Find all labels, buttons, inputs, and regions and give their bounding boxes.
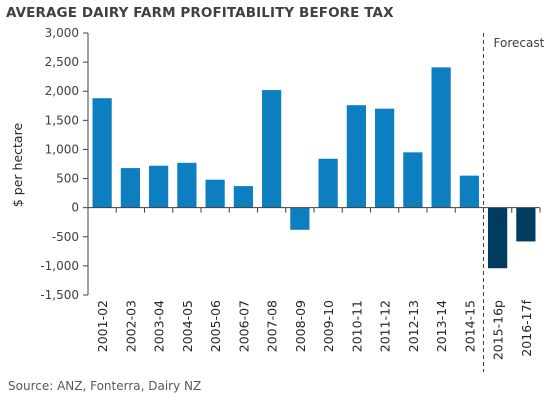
bar-2003-04 bbox=[149, 165, 169, 208]
x-tick-label: 2007-08 bbox=[265, 300, 280, 352]
x-tick-label: 2012-13 bbox=[406, 300, 421, 352]
x-axis: 2001-02 2002-03 2003-04 2004-05 2005-06 2006-… bbox=[87, 207, 541, 360]
bar-2011-12 bbox=[375, 108, 395, 208]
bar-2014-15 bbox=[459, 175, 479, 208]
x-tick-label: 2009-10 bbox=[321, 300, 336, 352]
source-note: Source: ANZ, Fonterra, Dairy NZ bbox=[8, 379, 202, 393]
x-tick-label: 2014-15 bbox=[462, 300, 477, 352]
bar-2006-07 bbox=[233, 186, 253, 208]
bar-2002-03 bbox=[120, 168, 140, 208]
y-axis-label: $ per hectare bbox=[10, 123, 25, 208]
bar-2004-05 bbox=[177, 162, 197, 208]
bar-2005-06 bbox=[205, 179, 225, 208]
x-tick-label: 2008-09 bbox=[293, 300, 308, 352]
y-tick-label: -1,500 bbox=[40, 288, 79, 302]
y-tick-label: -500 bbox=[52, 230, 79, 244]
bar-2008-09 bbox=[290, 207, 310, 230]
x-tick-label: 2016-17f bbox=[519, 299, 534, 356]
x-tick-label: 2001-02 bbox=[95, 300, 110, 352]
bars bbox=[92, 67, 536, 269]
x-tick-label: 2003-04 bbox=[152, 300, 167, 352]
y-tick-label: -1,000 bbox=[40, 259, 79, 273]
y-tick-label: 1,000 bbox=[45, 142, 79, 156]
x-tick-label: 2004-05 bbox=[180, 300, 195, 352]
chart-title: AVERAGE DAIRY FARM PROFITABILITY BEFORE … bbox=[6, 5, 394, 21]
x-tick-label: 2002-03 bbox=[123, 300, 138, 352]
x-tick-label: 2011-12 bbox=[378, 300, 393, 352]
y-axis: 3,000 2,500 2,000 1,500 1,000 500 0 -500 -1,000 -… bbox=[40, 26, 89, 302]
bar-2001-02 bbox=[92, 98, 112, 208]
y-tick-label: 1,500 bbox=[45, 113, 79, 127]
bar-2009-10 bbox=[318, 158, 338, 208]
y-tick-label: 2,000 bbox=[45, 84, 79, 98]
bar-2016-17f bbox=[516, 207, 536, 242]
bar-2010-11 bbox=[346, 105, 366, 208]
bar-2007-08 bbox=[262, 90, 282, 208]
x-tick-label: 2013-14 bbox=[434, 300, 449, 352]
y-tick-label: 500 bbox=[56, 172, 79, 186]
x-tick-label: 2015-16p bbox=[491, 300, 506, 360]
x-tick-label: 2006-07 bbox=[236, 300, 251, 352]
x-tick-label: 2010-11 bbox=[349, 300, 364, 352]
bar-2013-14 bbox=[431, 67, 451, 208]
y-axis-label-group: $ per hectare bbox=[10, 123, 25, 208]
forecast-label: Forecast bbox=[494, 36, 545, 50]
x-tick-label: 2005-06 bbox=[208, 300, 223, 352]
bar-2015-16p bbox=[488, 207, 508, 269]
y-tick-label: 3,000 bbox=[45, 26, 79, 40]
bar-2012-13 bbox=[403, 152, 423, 208]
forecast-annotation: Forecast bbox=[483, 33, 545, 372]
y-tick-label: 0 bbox=[71, 201, 79, 215]
y-tick-label: 2,500 bbox=[45, 55, 79, 69]
